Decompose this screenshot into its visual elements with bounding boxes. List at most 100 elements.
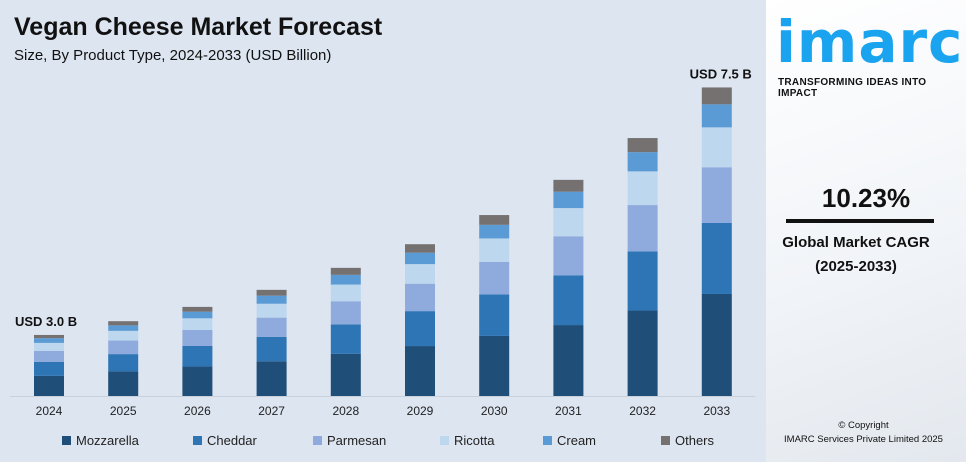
divider (786, 219, 934, 223)
bar-segment-others-2033 (701, 87, 732, 105)
legend-item-ricotta: Ricotta (440, 433, 494, 448)
bar-segment-cheddar-2031 (553, 275, 584, 326)
bar-segment-mozzarella-2026 (182, 366, 213, 396)
bar-segment-cream-2024 (34, 338, 64, 343)
total-label: USD 7.5 B (690, 66, 752, 81)
legend-swatch (661, 436, 670, 445)
bar-segment-mozzarella-2032 (627, 310, 658, 396)
bar-segment-parmesan-2033 (701, 167, 732, 223)
bar-segment-cheddar-2033 (701, 222, 732, 294)
cagr-period: (2025-2033) (815, 258, 897, 275)
bar-segment-ricotta-2025 (108, 330, 139, 341)
bar-segment-ricotta-2026 (182, 318, 213, 330)
bar-segment-parmesan-2024 (34, 350, 64, 362)
legend-item-cream: Cream (543, 433, 596, 448)
bar-segment-parmesan-2030 (479, 261, 510, 295)
bar-segment-parmesan-2032 (627, 205, 658, 252)
bar-segment-others-2025 (108, 321, 139, 326)
x-tick-label: 2029 (407, 404, 434, 418)
imarc-logo: imarc (776, 8, 964, 76)
total-label: USD 3.0 B (15, 314, 77, 329)
cagr-value: 10.23% (821, 183, 911, 213)
legend-swatch (193, 436, 202, 445)
legend-swatch (62, 436, 71, 445)
brand-tagline: TRANSFORMING IDEAS INTO IMPACT (778, 77, 927, 99)
legend-label: Ricotta (454, 433, 495, 448)
x-tick-label: 2031 (555, 404, 582, 418)
bar-segment-ricotta-2029 (405, 264, 435, 284)
company-name: IMARC Services Private Limited 2025 (784, 434, 943, 445)
x-tick-label: 2026 (184, 404, 211, 418)
bar-segment-cheddar-2026 (182, 345, 213, 367)
bar-segment-ricotta-2027 (256, 303, 287, 318)
bar-segment-cheddar-2024 (34, 361, 64, 376)
bar-segment-cream-2032 (627, 152, 658, 172)
bar-segment-parmesan-2027 (256, 317, 287, 337)
bar-segment-cheddar-2028 (330, 324, 361, 354)
x-tick-label: 2032 (629, 404, 656, 418)
x-tick-label: 2033 (703, 404, 730, 418)
bar-segment-ricotta-2033 (701, 127, 732, 168)
legend-swatch (313, 436, 322, 445)
bar-segment-cream-2033 (701, 104, 732, 128)
bar-segment-mozzarella-2033 (701, 293, 732, 396)
legend-label: Others (675, 433, 715, 448)
stacked-bar-chart: 2024 USD 3.0 B 2025 2026 2027 2028 2029 2030 203… (10, 66, 755, 418)
legend-label: Cheddar (207, 433, 257, 448)
bar-segment-others-2026 (182, 306, 213, 312)
bar-segment-cream-2027 (256, 295, 287, 304)
bar-segment-others-2027 (256, 289, 287, 296)
chart-panel: Vegan Cheese Market Forecast Size, By Pr… (0, 0, 766, 462)
legend-item-parmesan: Parmesan (313, 433, 386, 448)
bar-segment-cream-2028 (330, 274, 361, 285)
bar-segment-parmesan-2025 (108, 340, 139, 355)
bar-segment-cheddar-2032 (627, 251, 658, 311)
x-tick-label: 2024 (36, 404, 63, 418)
bar-segment-ricotta-2024 (34, 342, 64, 351)
bar-segment-ricotta-2031 (553, 208, 584, 237)
bar-segment-others-2031 (553, 179, 584, 192)
bar-segment-parmesan-2031 (553, 236, 584, 276)
bar-segment-cheddar-2030 (479, 294, 510, 336)
bar-segment-mozzarella-2024 (34, 375, 64, 396)
bar-segment-cream-2031 (553, 191, 584, 209)
bar-segment-ricotta-2032 (627, 171, 658, 206)
bar-segment-cream-2029 (405, 252, 435, 265)
cagr-label: Global Market CAGR (782, 234, 930, 251)
bar-segment-parmesan-2026 (182, 330, 213, 346)
legend-item-others: Others (661, 433, 714, 448)
bar-segment-mozzarella-2031 (553, 325, 584, 396)
bar-segment-cream-2030 (479, 224, 510, 239)
legend-label: Mozzarella (76, 433, 139, 448)
bar-segment-mozzarella-2025 (108, 371, 139, 396)
bar-segment-others-2029 (405, 244, 435, 253)
x-tick-label: 2030 (481, 404, 508, 418)
chart-title: Vegan Cheese Market Forecast (14, 13, 383, 41)
bar-segment-others-2030 (479, 215, 510, 225)
brand-panel: imarc TRANSFORMING IDEAS INTO IMPACT 10.… (766, 0, 966, 462)
bar-segment-mozzarella-2028 (330, 353, 361, 396)
bar-segment-cheddar-2029 (405, 311, 435, 347)
legend-item-cheddar: Cheddar (193, 433, 257, 448)
bar-segment-ricotta-2028 (330, 284, 361, 302)
bar-segment-others-2032 (627, 138, 658, 153)
bar-segment-parmesan-2029 (405, 283, 435, 312)
bar-segment-mozzarella-2029 (405, 346, 435, 396)
legend-label: Parmesan (327, 433, 387, 448)
x-tick-label: 2025 (110, 404, 137, 418)
bar-segment-others-2028 (330, 267, 361, 275)
legend-label: Cream (557, 433, 597, 448)
bar-segment-cream-2025 (108, 325, 139, 331)
chart-subtitle: Size, By Product Type, 2024-2033 (USD Bi… (14, 47, 332, 64)
bar-segment-parmesan-2028 (330, 301, 361, 325)
bar-segment-mozzarella-2030 (479, 335, 510, 396)
legend-item-mozzarella: Mozzarella (62, 433, 139, 448)
x-tick-label: 2027 (258, 404, 285, 418)
bar-segment-cheddar-2027 (256, 336, 287, 362)
legend-swatch (440, 436, 449, 445)
bar-segment-cheddar-2025 (108, 354, 139, 372)
bar-segment-cream-2026 (182, 311, 213, 319)
bar-segment-ricotta-2030 (479, 238, 510, 262)
x-tick-label: 2028 (332, 404, 359, 418)
bar-segment-mozzarella-2027 (256, 361, 287, 396)
